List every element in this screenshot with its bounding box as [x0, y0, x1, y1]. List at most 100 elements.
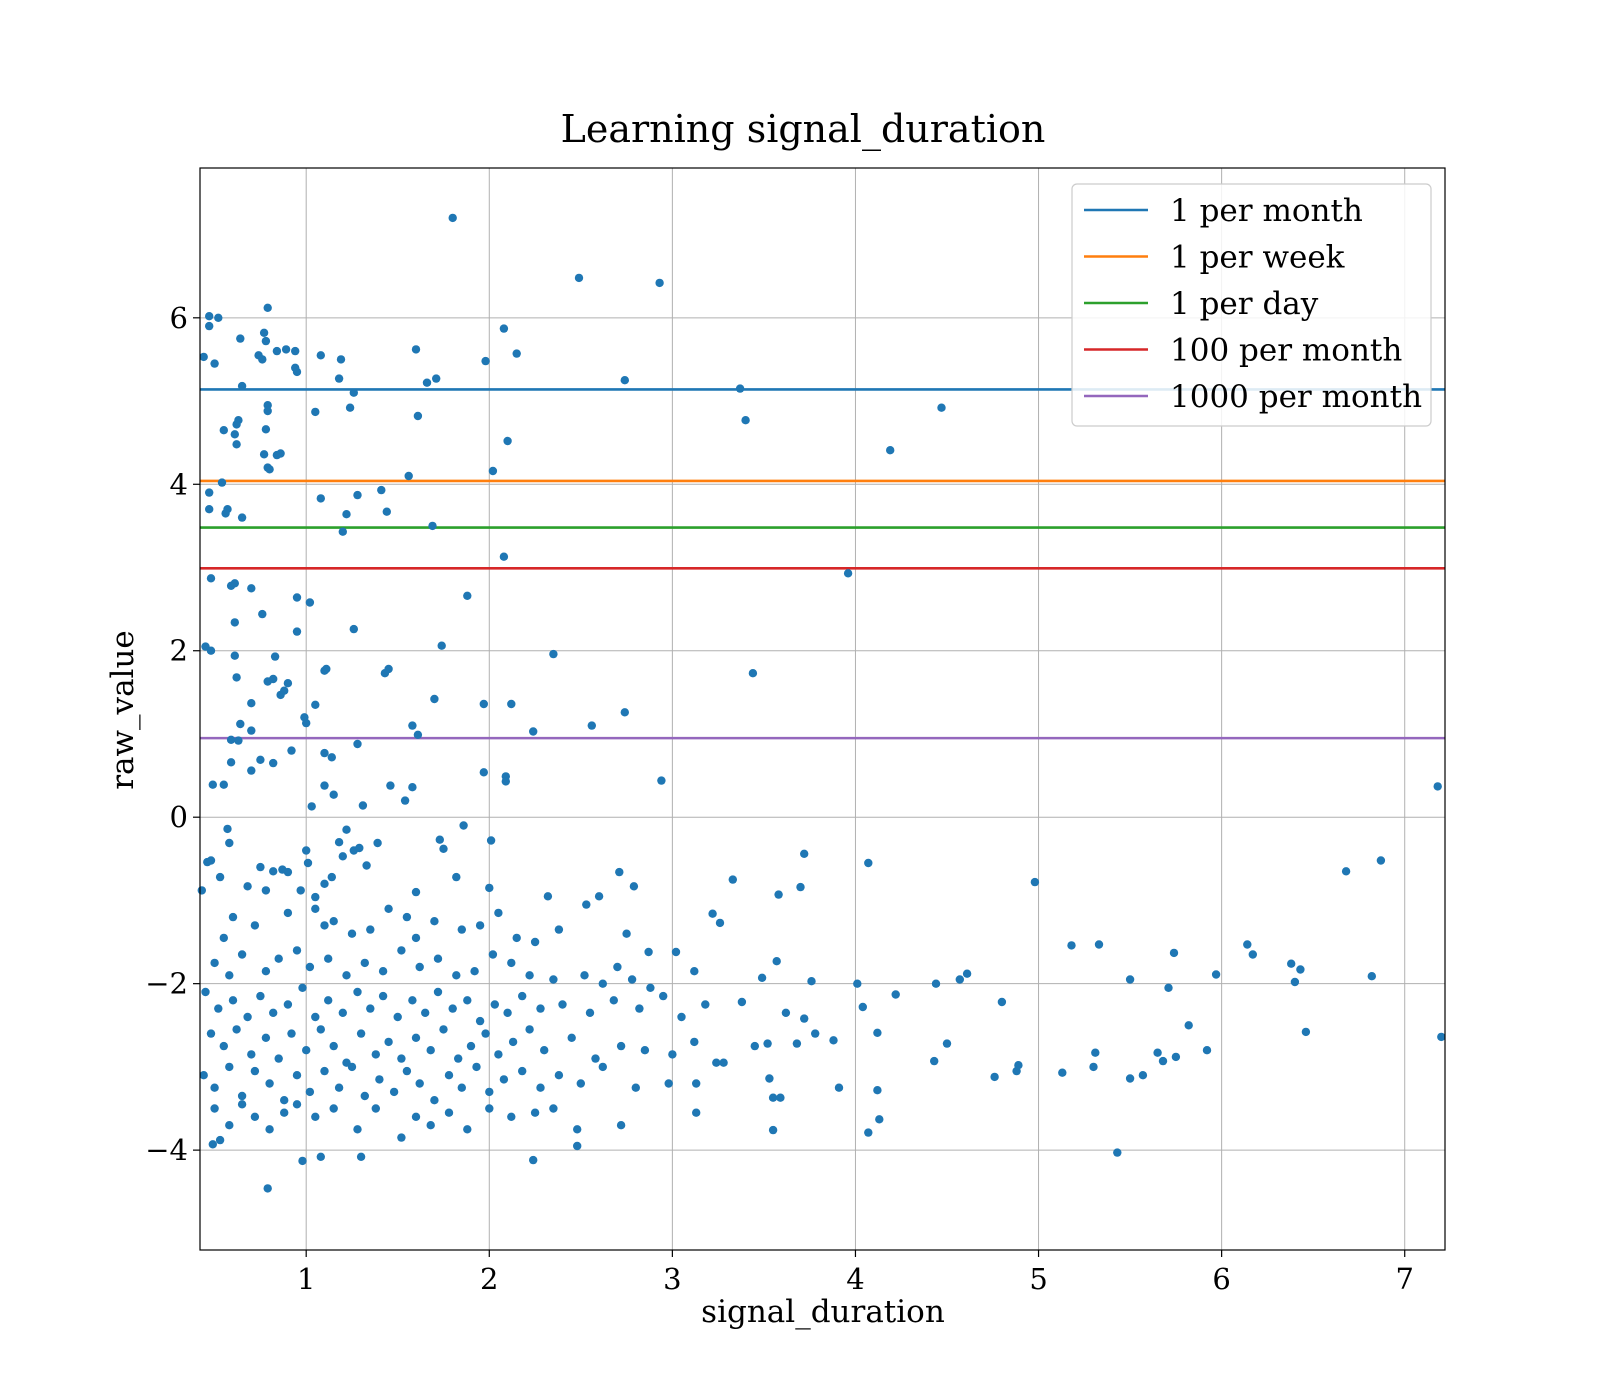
- data-point: [448, 213, 457, 223]
- data-point: [371, 1050, 380, 1059]
- data-point: [411, 345, 421, 354]
- data-point: [444, 1108, 454, 1117]
- data-point: [715, 918, 725, 928]
- data-point: [261, 967, 271, 976]
- data-point: [349, 624, 358, 634]
- data-point: [408, 721, 417, 730]
- data-point: [223, 824, 232, 834]
- y-tick-label: 0: [170, 800, 188, 834]
- data-point: [362, 861, 371, 870]
- data-point: [214, 1004, 223, 1013]
- data-point: [280, 686, 289, 695]
- data-point: [243, 1012, 252, 1022]
- data-point: [796, 882, 805, 892]
- data-point: [864, 1128, 873, 1137]
- data-point: [459, 821, 468, 830]
- data-point: [413, 730, 423, 739]
- data-point: [629, 882, 639, 891]
- data-point: [463, 996, 472, 1005]
- data-point: [439, 844, 448, 853]
- data-point: [503, 436, 512, 446]
- data-point: [320, 879, 329, 888]
- data-point: [1164, 983, 1173, 992]
- data-point: [393, 1012, 402, 1022]
- data-point: [587, 721, 596, 730]
- data-point: [1184, 1021, 1193, 1030]
- data-point: [479, 699, 488, 709]
- data-point: [283, 908, 293, 918]
- data-point: [334, 1083, 344, 1092]
- data-point: [400, 796, 410, 805]
- data-point: [230, 618, 239, 627]
- data-point: [748, 669, 758, 678]
- data-point: [320, 748, 329, 758]
- data-point: [843, 569, 853, 578]
- data-point: [287, 1029, 296, 1038]
- data-point: [329, 1041, 338, 1051]
- data-point: [316, 1025, 325, 1034]
- data-point: [543, 892, 553, 901]
- data-point: [378, 991, 388, 1001]
- data-point: [741, 416, 750, 425]
- scatter-points: [197, 213, 1446, 1193]
- data-point: [250, 1066, 260, 1076]
- data-point: [305, 598, 315, 607]
- data-point: [433, 987, 443, 997]
- data-point: [891, 990, 900, 999]
- data-point: [215, 872, 225, 882]
- data-point: [250, 921, 260, 930]
- data-point: [640, 1046, 650, 1055]
- data-point: [263, 303, 272, 312]
- data-point: [225, 971, 234, 980]
- data-point: [408, 783, 417, 792]
- data-point: [298, 983, 307, 992]
- reference-lines: [200, 388, 1445, 740]
- data-point: [353, 739, 362, 749]
- data-point: [507, 699, 516, 709]
- data-point: [765, 1074, 774, 1083]
- data-point: [540, 1046, 549, 1055]
- data-point: [214, 313, 223, 322]
- data-point: [937, 403, 946, 412]
- data-point: [475, 1016, 485, 1026]
- data-point: [342, 510, 351, 519]
- data-point: [457, 1083, 466, 1092]
- data-point: [230, 651, 239, 660]
- data-point: [1091, 1048, 1100, 1057]
- data-point: [1341, 867, 1351, 876]
- data-point: [1211, 970, 1221, 979]
- data-point: [305, 962, 315, 972]
- data-point: [616, 1041, 626, 1051]
- legend-label: 1 per week: [1170, 240, 1345, 276]
- data-point: [530, 937, 540, 947]
- data-point: [622, 929, 631, 938]
- data-point: [529, 727, 538, 736]
- data-point: [1287, 959, 1296, 968]
- data-point: [228, 996, 238, 1005]
- data-point: [481, 1029, 490, 1038]
- y-tick-label: 4: [170, 467, 188, 501]
- data-point: [247, 1050, 256, 1059]
- data-point: [728, 875, 737, 884]
- x-tick-label: 6: [1212, 1262, 1230, 1296]
- data-point: [444, 1071, 454, 1080]
- data-point: [232, 420, 241, 429]
- data-point: [1014, 1061, 1023, 1070]
- data-point: [320, 1066, 329, 1076]
- data-point: [247, 726, 256, 735]
- data-point: [415, 962, 424, 972]
- data-point: [470, 967, 479, 976]
- data-point: [1296, 965, 1305, 974]
- data-point: [598, 979, 607, 988]
- data-point: [1367, 972, 1377, 981]
- data-point: [225, 1062, 234, 1072]
- data-point: [490, 1000, 499, 1009]
- data-point: [757, 973, 767, 982]
- data-point: [573, 1125, 582, 1134]
- data-point: [247, 584, 256, 593]
- data-point: [205, 321, 214, 331]
- data-point: [316, 1152, 325, 1162]
- data-point: [864, 858, 873, 868]
- data-point: [1125, 975, 1135, 984]
- data-point: [886, 446, 895, 455]
